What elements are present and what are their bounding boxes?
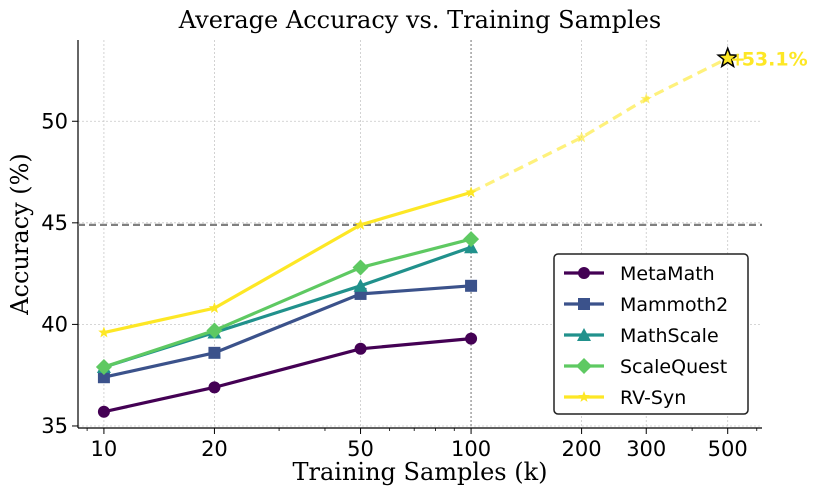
data-point — [208, 302, 221, 313]
legend-item-mammoth2: Mammoth2 — [564, 294, 728, 316]
series-scalequest — [95, 231, 480, 376]
x-axis-label: Training Samples (k) — [292, 458, 547, 486]
legend: MetaMath Mammoth2 MathScale ScaleQuest RV-Sy… — [553, 253, 749, 415]
data-point — [465, 186, 477, 198]
series-line — [103, 284, 472, 379]
legend-swatch-marker — [578, 267, 590, 279]
series-rv-syn — [98, 46, 740, 338]
x-tick-label: 500 — [708, 437, 748, 461]
y-tick-label: 40 — [41, 312, 68, 336]
data-point — [97, 371, 110, 384]
data-point — [352, 259, 369, 276]
legend-item-rv-syn: RV-Syn — [564, 387, 686, 409]
extrapolated-point — [575, 131, 588, 143]
series-mammoth2 — [97, 279, 478, 384]
ticks: 35 40 45 50 10 20 50 100 200 300 500 — [41, 109, 758, 461]
series-line-extrapolated — [470, 56, 729, 194]
annotation-label: 53.1% — [742, 48, 808, 70]
legend-swatch-marker — [578, 391, 590, 402]
data-point — [353, 278, 368, 292]
reference-lines — [78, 40, 762, 428]
x-tick-label: 20 — [201, 437, 228, 461]
x-tick-label: 50 — [347, 437, 374, 461]
data-point — [206, 322, 223, 339]
series-metamath — [97, 332, 478, 418]
legend-label: MathScale — [620, 325, 719, 347]
series-mathscale — [96, 240, 479, 374]
data-point — [97, 405, 110, 418]
extrapolated-point — [640, 92, 652, 104]
y-tick-label: 35 — [41, 414, 68, 438]
data-point — [465, 279, 478, 292]
data-point — [354, 218, 367, 230]
legend-label: RV-Syn — [620, 387, 686, 409]
chart-title: Average Accuracy vs. Training Samples — [178, 6, 661, 34]
axes — [77, 40, 762, 429]
y-tick-label: 45 — [41, 211, 68, 235]
legend-item-metamath: MetaMath — [564, 263, 715, 285]
x-tick-label: 300 — [626, 437, 666, 461]
legend-label: MetaMath — [620, 263, 715, 285]
data-point — [95, 359, 112, 376]
x-tick-label: 200 — [562, 437, 602, 461]
data-point — [354, 342, 367, 355]
data-point — [208, 346, 221, 359]
y-tick-label: 50 — [41, 109, 68, 133]
series-line — [103, 337, 472, 414]
data-point — [463, 231, 480, 248]
annotation-layer: 53.1% + — [730, 48, 808, 70]
data-point — [465, 332, 478, 345]
data-point — [98, 326, 110, 338]
y-axis-label: Accuracy (%) — [6, 153, 34, 316]
legend-swatch-marker — [576, 358, 592, 374]
legend-item-mathscale: MathScale — [564, 325, 719, 347]
series-line — [103, 237, 472, 369]
x-tick-label: 100 — [451, 437, 491, 461]
legend-label: Mammoth2 — [620, 294, 728, 316]
legend-item-scalequest: ScaleQuest — [564, 356, 727, 378]
x-tick-label: 10 — [91, 437, 118, 461]
legend-label: ScaleQuest — [620, 356, 727, 378]
data-point — [208, 381, 221, 394]
legend-swatch-marker — [578, 298, 590, 310]
legend-box — [553, 253, 749, 415]
annotation-plus-icon: + — [730, 48, 746, 70]
legend-swatch-marker — [577, 328, 591, 341]
series-layer — [95, 46, 740, 418]
target-star-marker — [716, 46, 740, 69]
series-line — [103, 190, 472, 335]
